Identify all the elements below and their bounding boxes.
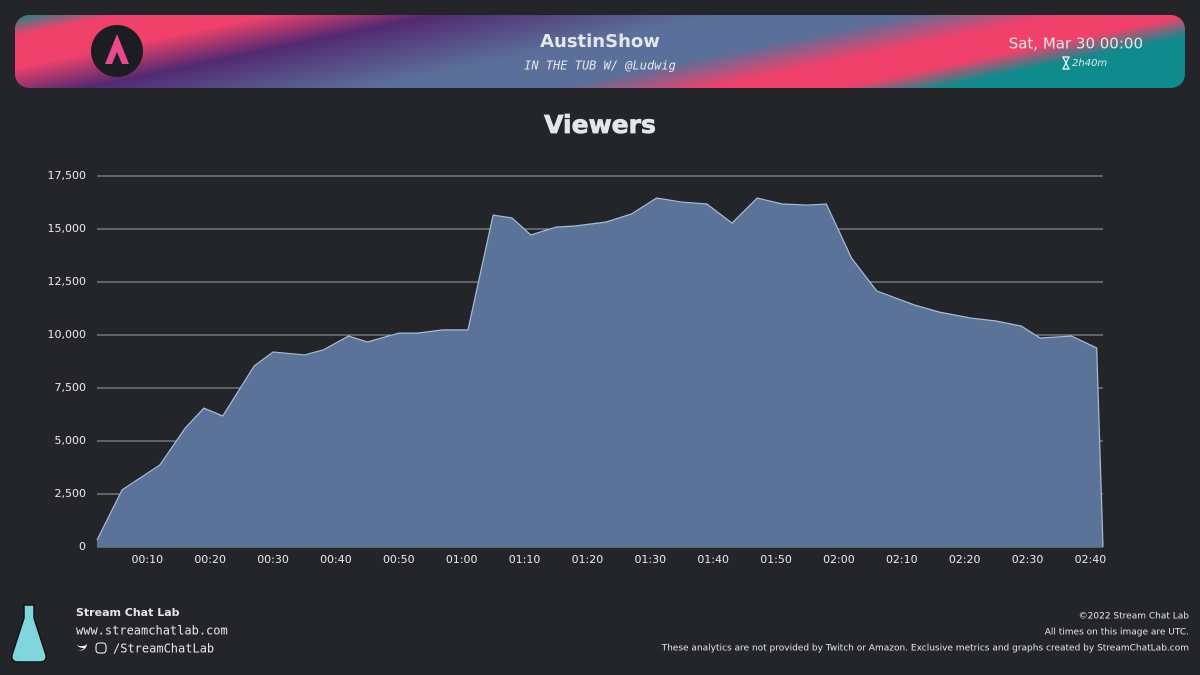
x-tick-label: 02:30 bbox=[1012, 553, 1044, 566]
y-tick-label: 12,500 bbox=[48, 275, 87, 288]
x-tick-label: 00:50 bbox=[383, 553, 415, 566]
x-tick-label: 00:30 bbox=[257, 553, 289, 566]
stream-date: Sat, Mar 30 00:00 bbox=[1009, 35, 1143, 53]
brand-name: Stream Chat Lab bbox=[76, 606, 180, 619]
x-tick-label: 02:10 bbox=[886, 553, 918, 566]
x-tick-label: 02:20 bbox=[949, 553, 981, 566]
y-tick-label: 5,000 bbox=[55, 434, 87, 447]
y-tick-label: 2,500 bbox=[55, 487, 87, 500]
y-tick-label: 7,500 bbox=[55, 381, 87, 394]
brand-logo bbox=[11, 604, 47, 663]
x-tick-label: 01:30 bbox=[634, 553, 666, 566]
y-tick-label: 15,000 bbox=[48, 222, 87, 235]
x-tick-label: 00:20 bbox=[194, 553, 226, 566]
instagram-icon bbox=[95, 642, 107, 654]
chart-title: Viewers bbox=[544, 110, 656, 139]
channel-name: AustinShow bbox=[540, 31, 660, 52]
website: www.streamchatlab.com bbox=[76, 624, 228, 638]
x-tick-label: 01:00 bbox=[446, 553, 478, 566]
y-tick-label: 0 bbox=[79, 540, 86, 553]
stream-title: IN THE TUB W/ @Ludwig bbox=[524, 59, 676, 73]
area-line bbox=[96, 197, 1104, 548]
x-tick-label: 01:50 bbox=[760, 553, 792, 566]
avatar-icon bbox=[105, 34, 129, 64]
x-tick-label: 01:40 bbox=[697, 553, 729, 566]
header-bar bbox=[15, 15, 1185, 88]
twitter-icon bbox=[77, 644, 87, 651]
timezone-note: All times on this image are UTC. bbox=[1045, 628, 1189, 638]
y-tick-label: 10,000 bbox=[48, 328, 87, 341]
copyright: ©2022 Stream Chat Lab bbox=[1079, 612, 1190, 622]
x-tick-label: 02:40 bbox=[1075, 553, 1107, 566]
hourglass-icon bbox=[1062, 56, 1070, 70]
y-tick-label: 17,500 bbox=[48, 169, 87, 182]
x-tick-label: 01:20 bbox=[572, 553, 604, 566]
social-handle: /StreamChatLab bbox=[113, 642, 214, 656]
x-tick-label: 01:10 bbox=[509, 553, 541, 566]
stream-duration: 2h40m bbox=[1072, 58, 1107, 69]
disclaimer: These analytics are not provided by Twit… bbox=[661, 644, 1189, 654]
x-tick-label: 02:00 bbox=[823, 553, 855, 566]
x-tick-label: 00:10 bbox=[131, 553, 163, 566]
x-tick-label: 00:40 bbox=[320, 553, 352, 566]
area bbox=[97, 198, 1103, 547]
